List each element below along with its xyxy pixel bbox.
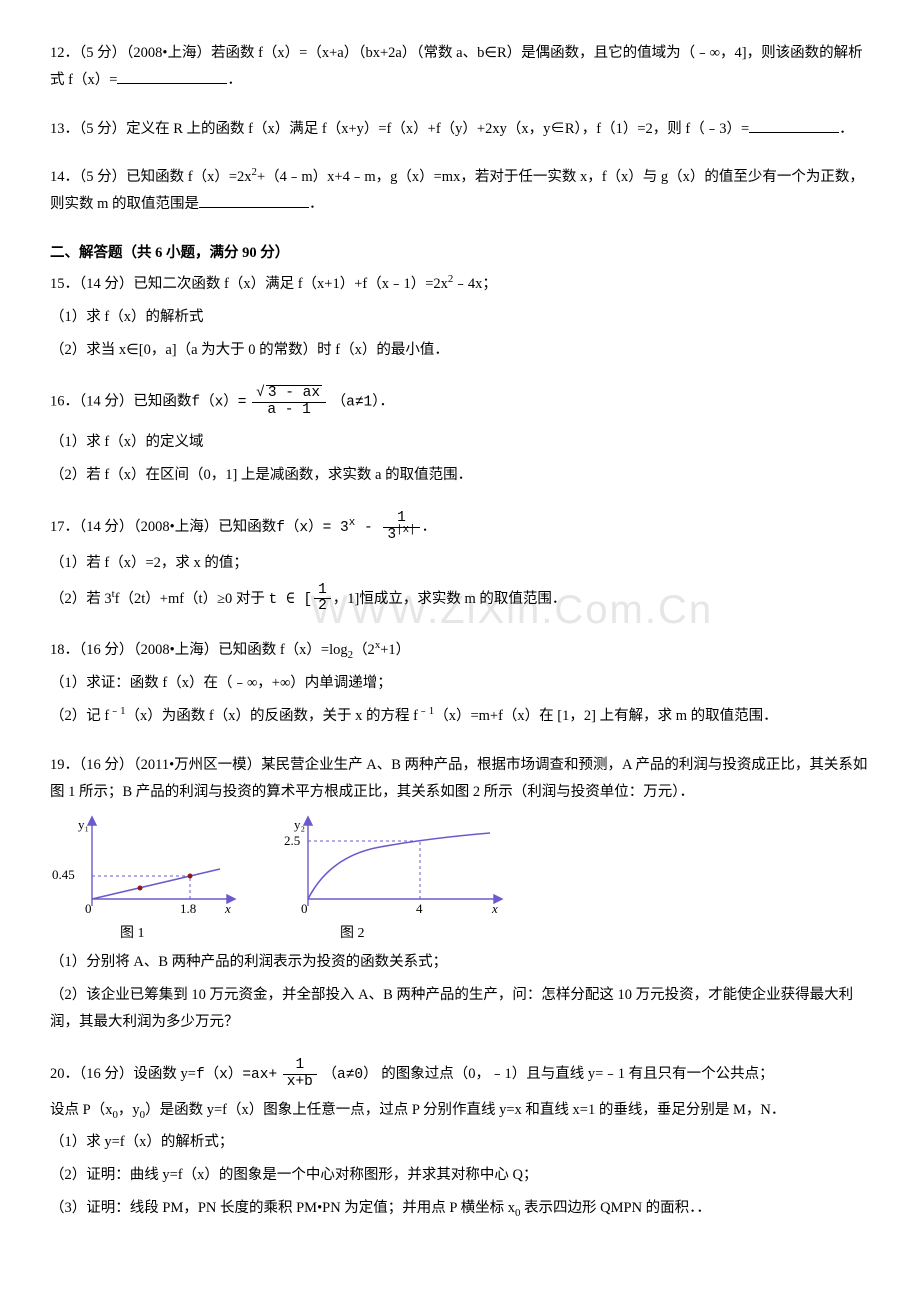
q16-den: a - 1	[252, 403, 326, 419]
q15-l2: （1）求 f（x）的解析式	[50, 304, 870, 331]
q16-dot: ．	[380, 394, 395, 410]
q19-charts: y₁ 0.45 0 1.8 x 图 1 y₂ 2.5	[50, 811, 870, 947]
q16-num: 3 - ax	[266, 385, 322, 402]
question-13: 13．（5 分）定义在 R 上的函数 f（x）满足 f（x+y）=f（x）+f（…	[50, 116, 870, 143]
q20-l2a: 设点 P（x	[50, 1102, 112, 1118]
question-15: 15．（14 分）已知二次函数 f（x）满足 f（x+1）+f（x﹣1）=2x2…	[50, 271, 870, 363]
chart1-origin: 0	[85, 901, 92, 916]
q17-half-den: 2	[314, 599, 331, 615]
q20-den: x+b	[283, 1075, 317, 1091]
q20-l2c: ）是函数 y=f（x）图象上任意一点，过点 P 分别作直线 y=x 和直线 x=…	[145, 1102, 785, 1118]
q17-l1a: 17．（14 分）（2008•上海）已知函数	[50, 519, 276, 535]
q16-l1a: 16．（14 分）已知函数	[50, 394, 191, 410]
q17-l3b: f（2t）+mf（t）≥0 对于	[115, 590, 265, 606]
q12-text-b: ．	[227, 72, 242, 88]
chart1-ylabel: y₁	[78, 817, 89, 832]
q17-l3c: ，1]恒成立，求实数 m 的取值范围．	[333, 590, 567, 606]
q14-c: ．	[309, 196, 324, 212]
q17-fx: f（x）= 3	[276, 520, 349, 536]
q15-l1a: 15．（14 分）已知二次函数 f（x）满足 f（x+1）+f（x﹣1）=2x	[50, 276, 448, 292]
q19-l2: （1）分别将 A、B 两种产品的利润表示为投资的函数关系式；	[50, 949, 870, 976]
q20-l5b: 表示四边形 QMPN 的面积．．	[520, 1200, 711, 1216]
chart-2-wrap: y₂ 2.5 0 4 x 图 2	[280, 811, 510, 947]
q16-l3: （2）若 f（x）在区间（0，1] 上是减函数，求实数 a 的取值范围．	[50, 462, 870, 489]
chart2-ylabel: y₂	[294, 817, 305, 832]
q17-range-open: t ∈ [	[269, 591, 313, 607]
q18-l1c: +1）	[380, 642, 410, 658]
chart2-origin: 0	[301, 901, 308, 916]
q20-l1a: 20．（16 分）设函数 y=	[50, 1066, 196, 1082]
q19-l1: 19．（16 分）（2011•万州区一模）某民营企业生产 A、B 两种产品，根据…	[50, 752, 870, 806]
q20-l2b: ，y	[118, 1102, 140, 1118]
q12-blank	[117, 68, 227, 84]
q18-l2: （1）求证：函数 f（x）在（﹣∞，+∞）内单调递增；	[50, 670, 870, 697]
chart2-ytick: 2.5	[284, 833, 300, 848]
q15-l1b: ﹣4x；	[453, 276, 497, 292]
q18-l1a: 18．（16 分）（2008•上海）已知函数 f（x）=log	[50, 642, 348, 658]
q18-l3c: （x）=m+f（x）在 [1，2] 上有解，求 m 的取值范围．	[434, 708, 777, 724]
chart2-xlabel: x	[491, 901, 498, 916]
chart2-caption: 图 2	[340, 921, 510, 947]
q13-blank	[749, 117, 839, 133]
q16-fx: f（x）=	[191, 395, 246, 411]
q20-fx: f（x）=ax+	[196, 1067, 277, 1083]
section-2-heading: 二、解答题（共 6 小题，满分 90 分）	[50, 240, 870, 267]
q17-half-num: 1	[314, 583, 331, 600]
question-18: 18．（16 分）（2008•上海）已知函数 f（x）=log2（2x+1） （…	[50, 637, 870, 729]
q17-den: 3	[387, 527, 396, 543]
q13-text-b: ．	[839, 121, 854, 137]
q17-fraction: 1 3|x|	[383, 511, 419, 544]
q20-cond: （a≠0）	[323, 1067, 378, 1083]
chart-1: y₁ 0.45 0 1.8 x	[50, 811, 240, 921]
q17-dot: ．	[422, 519, 437, 535]
q20-l4: （2）证明：曲线 y=f（x）的图象是一个中心对称图形，并求其对称中心 Q；	[50, 1162, 870, 1189]
q16-l2: （1）求 f（x）的定义域	[50, 429, 870, 456]
q17-l3a: （2）若 3	[50, 590, 112, 606]
q20-l3: （1）求 y=f（x）的解析式；	[50, 1129, 870, 1156]
q20-l1b: 的图象过点（0，﹣1）且与直线 y=﹣1 有且只有一个公共点；	[378, 1066, 774, 1082]
q16-cond: （a≠1）	[332, 395, 380, 411]
q14-blank	[199, 193, 309, 209]
q20-fraction: 1 x+b	[283, 1058, 317, 1091]
q18-l1b: （2	[353, 642, 375, 658]
chart1-caption: 图 1	[120, 921, 240, 947]
question-19: 19．（16 分）（2011•万州区一模）某民营企业生产 A、B 两种产品，根据…	[50, 752, 870, 1036]
chart-2: y₂ 2.5 0 4 x	[280, 811, 510, 921]
q13-text-a: 13．（5 分）定义在 R 上的函数 f（x）满足 f（x+y）=f（x）+f（…	[50, 121, 749, 137]
chart1-xlabel: x	[224, 901, 231, 916]
q18-l3b: （x）为函数 f（x）的反函数，关于 x 的方程 f	[126, 708, 418, 724]
chart1-xtick: 1.8	[180, 901, 196, 916]
q17-den-exp: |x|	[396, 524, 416, 536]
q18-inv1: ﹣1	[109, 705, 125, 717]
q17-l2: （1）若 f（x）=2，求 x 的值；	[50, 550, 870, 577]
q19-l3: （2）该企业已筹集到 10 万元资金，并全部投入 A、B 两种产品的生产，问：怎…	[50, 982, 870, 1036]
q20-l5a: （3）证明：线段 PM，PN 长度的乘积 PM•PN 为定值；并用点 P 横坐标…	[50, 1200, 515, 1216]
q16-fraction: √3 - ax a - 1	[252, 385, 326, 419]
question-20: 20．（16 分）设函数 y=f（x）=ax+ 1 x+b （a≠0） 的图象过…	[50, 1058, 870, 1222]
chart2-xtick: 4	[416, 901, 423, 916]
q17-mid: -	[355, 520, 381, 536]
q15-l3: （2）求当 x∈[0，a]（a 为大于 0 的常数）时 f（x）的最小值．	[50, 337, 870, 364]
question-14: 14．（5 分）已知函数 f（x）=2x2+（4﹣m）x+4﹣m，g（x）=mx…	[50, 164, 870, 218]
question-16: 16．（14 分）已知函数f（x）= √3 - ax a - 1 （a≠1）． …	[50, 385, 870, 489]
q14-a: 14．（5 分）已知函数 f（x）=2x	[50, 169, 252, 185]
chart-1-wrap: y₁ 0.45 0 1.8 x 图 1	[50, 811, 240, 947]
question-12: 12．（5 分）（2008•上海）若函数 f（x）=（x+a）（bx+2a）（常…	[50, 40, 870, 94]
question-17: 17．（14 分）（2008•上海）已知函数f（x）= 3x - 1 3|x| …	[50, 511, 870, 616]
q18-l3a: （2）记 f	[50, 708, 109, 724]
q20-num: 1	[283, 1058, 317, 1075]
q17-half: 12	[314, 583, 331, 616]
q18-inv2: ﹣1	[418, 705, 434, 717]
chart1-ytick: 0.45	[52, 867, 75, 882]
